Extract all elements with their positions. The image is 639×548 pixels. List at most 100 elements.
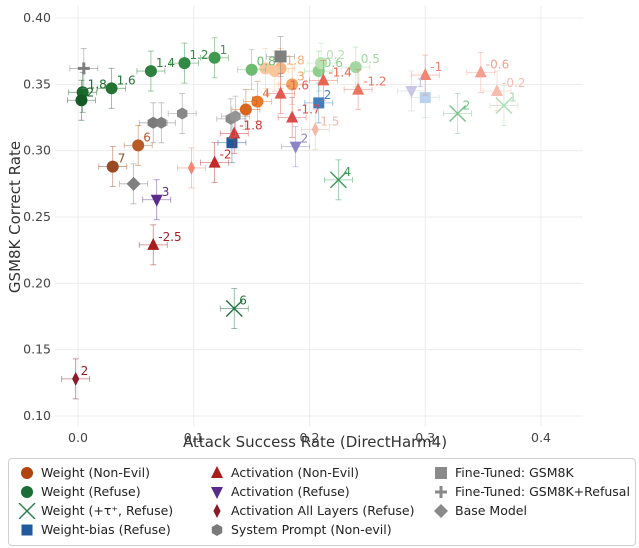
data-label: 2	[86, 85, 94, 99]
x-tick-label: 0.4	[531, 430, 551, 445]
data-label: -2.5	[158, 230, 181, 244]
data-point-sp-4	[221, 95, 250, 137]
data-label: 4	[343, 165, 351, 179]
data-point-w_ne-7: 3	[277, 63, 307, 105]
legend: Weight (Non-Evil) Weight (Refuse) Weight (…	[8, 458, 636, 546]
legend-label: Activation (Non-Evil)	[231, 465, 359, 480]
data-point-w_tau-0: 6	[219, 288, 249, 329]
data-label: 2	[301, 132, 309, 146]
legend-marker-icon	[21, 486, 33, 498]
y-tick-label: 0.30	[23, 143, 51, 158]
data-label: 1.8	[286, 53, 305, 67]
data-label: 6	[143, 130, 151, 144]
x-tick-label: 0.3	[415, 430, 435, 445]
y-axis-label: GSM8K Correct Rate	[6, 141, 24, 293]
legend-label: Base Model	[455, 503, 527, 518]
data-point-a_ne-9: -0.2	[482, 70, 525, 112]
legend-marker-icon	[435, 467, 447, 479]
data-label: 2	[463, 99, 471, 113]
data-label: 1	[416, 76, 424, 90]
data-point-a_r-1: 2	[281, 126, 311, 168]
data-point-w_tau-1: 4	[324, 159, 353, 201]
data-label: 1.2	[189, 48, 208, 62]
data-label: -1.7	[297, 103, 320, 117]
data-point-w_ne-1: 5	[231, 89, 261, 130]
legend-label: Weight-bias (Refuse)	[41, 522, 171, 537]
x-axis-label: Attack Success Rate (DirectHarm4)	[183, 433, 447, 451]
data-point-ft-0	[266, 36, 295, 77]
data-point-base-0	[119, 163, 148, 205]
data-point-sp-2	[167, 93, 197, 134]
data-point-extra_pink-1: 1.5	[300, 109, 339, 150]
scatter-chart: 0.0 0.1 0.2 0.3 0.40.100.150.200.250.300.350…	[6, 6, 583, 451]
legend-marker-icon	[211, 466, 223, 478]
legend-marker-icon	[211, 524, 223, 536]
legend-marker-icon	[21, 467, 33, 479]
legend-label: System Prompt (Non-evil)	[231, 522, 392, 537]
data-point-w_r-4: 1.8	[68, 71, 107, 113]
data-label: 1.6	[117, 73, 136, 87]
data-label: 1.8	[88, 77, 107, 91]
data-label: -1.4	[328, 65, 351, 79]
data-label: 0.2	[326, 48, 345, 62]
data-label: -1.6	[286, 79, 309, 93]
data-point-a_ne-8: -0.6	[466, 51, 509, 93]
data-point-a_r-0: 3	[142, 179, 172, 221]
y-tick-label: 0.25	[23, 209, 51, 224]
data-label: -1.2	[363, 75, 386, 89]
data-point-w_ne-3: 7	[98, 146, 128, 187]
data-label: -0.2	[502, 76, 525, 90]
data-label: 2	[81, 364, 89, 378]
y-tick-label: 0.35	[23, 76, 51, 91]
y-tick-label: 0.10	[23, 408, 51, 423]
legend-marker-icon	[213, 504, 221, 518]
legend-label: Weight (Refuse)	[41, 484, 141, 499]
data-label: -1	[430, 60, 442, 74]
data-point-w_r-6: 0.8	[237, 49, 276, 91]
data-point-a_ne-2: -1.8	[219, 113, 263, 154]
data-label: 1.4	[156, 56, 175, 70]
data-label: 1	[220, 43, 228, 57]
legend-label: Fine-Tuned: GSM8K	[455, 465, 574, 480]
legend-marker-icon	[435, 486, 447, 498]
data-point-a_ne-3: -1.7	[277, 97, 321, 138]
legend-label: Fine-Tuned: GSM8K+Refusal	[455, 484, 630, 499]
x-tick-label: 0.2	[300, 430, 320, 445]
data-point-w_r-2: 1.4	[136, 50, 175, 92]
data-point-wb_r-1: 2	[304, 82, 334, 124]
legend-marker-icon	[211, 487, 223, 499]
x-tick-label: 0.1	[184, 430, 204, 445]
data-label: 0.5	[361, 52, 380, 66]
data-point-w_r-0: 1	[200, 37, 229, 79]
data-point-a_all-0: 2	[61, 358, 91, 400]
axes: 0.0 0.1 0.2 0.3 0.40.100.150.200.250.300.350…	[23, 10, 551, 445]
data-label: 6	[239, 294, 247, 308]
x-tick-label: 0.0	[68, 430, 88, 445]
data-point-a_ne-4: -1.6	[266, 73, 309, 115]
data-point-extra_pink-0	[177, 147, 206, 189]
data-point-w_r-8: 0.5	[341, 46, 380, 88]
data-points: 45671.8311.21.41.61.820.80.60.50.264212-…	[61, 36, 525, 400]
data-point-w_r-3: 1.6	[97, 67, 136, 109]
data-label: 2	[324, 88, 332, 102]
data-point-w_r-5: 2	[67, 79, 96, 121]
data-point-a_ne-6: -1.2	[343, 69, 387, 111]
data-point-w_ne-2: 6	[123, 124, 153, 166]
data-label: -2	[220, 148, 232, 162]
y-tick-label: 0.20	[23, 275, 51, 290]
legend-marker-icon	[434, 504, 448, 518]
data-label: 7	[118, 152, 126, 166]
data-point-ftr-0	[69, 48, 99, 89]
data-label: 5	[251, 95, 259, 109]
legend-marker-icon	[21, 524, 33, 536]
data-label: -1.8	[239, 118, 262, 132]
legend-label: Weight (+τ⁺, Refuse)	[41, 503, 174, 518]
data-label: 3	[162, 185, 170, 199]
legend-marker-icon	[18, 503, 36, 519]
data-label: 0.8	[257, 55, 276, 69]
data-label: 1.5	[320, 114, 339, 128]
data-point-a_ne-5: -1.4	[308, 59, 352, 101]
y-tick-label: 0.15	[23, 342, 51, 357]
data-label: 1	[509, 91, 517, 105]
data-point-a_ne-1: -2	[200, 142, 232, 184]
